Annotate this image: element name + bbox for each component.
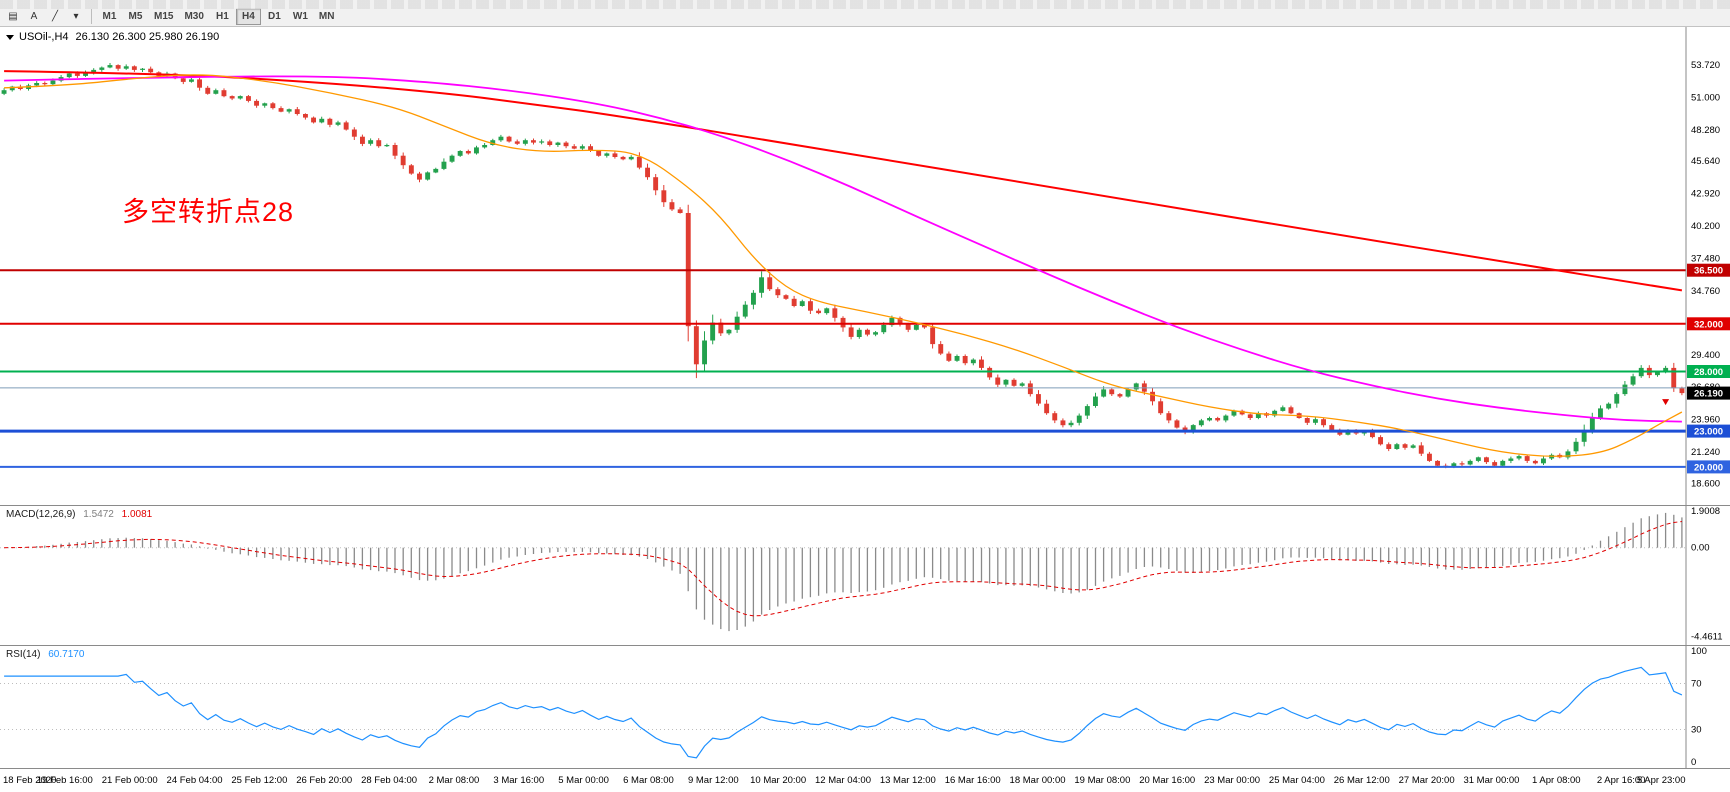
price-axis-tick: 53.720 [1691,60,1720,71]
macd-axis-tick: 0.00 [1691,543,1710,554]
time-axis-label: 18 Mar 00:00 [1009,775,1066,786]
toolbar: ▤ A ╱ ▾ M1 M5 M15 M30 H1 H4 D1 W1 MN [0,0,1730,27]
time-axis-label: 26 Mar 12:00 [1333,775,1390,786]
time-axis-label: 21 Feb 00:00 [101,775,158,786]
price-axis-tick: 29.400 [1691,350,1720,361]
time-axis-label: 2 Mar 08:00 [428,775,480,786]
time-axis-label: 13 Mar 12:00 [879,775,936,786]
rsi-axis-tick: 100 [1691,646,1707,657]
svg-text:32.000: 32.000 [1694,319,1723,330]
candlesticks [1,63,1685,469]
time-axis-label: 19 Mar 08:00 [1074,775,1131,786]
timeframe-button-M1[interactable]: M1 [97,8,122,25]
price-badge-28.000: 28.000 [1687,365,1730,378]
time-axis-label: 19 Feb 16:00 [36,775,93,786]
svg-text:20.000: 20.000 [1694,462,1723,473]
trendline-tool-button[interactable]: ╱ [45,8,65,25]
rsi-indicator-panel[interactable]: 100 70 30 0 [0,645,1730,768]
time-axis-label: 25 Mar 04:00 [1268,775,1325,786]
timeframe-button-M15[interactable]: M15 [149,8,178,25]
price-badge-36.500: 36.500 [1687,263,1730,277]
timeframe-button-H4[interactable]: H4 [235,8,261,25]
time-axis-label: 6 Mar 08:00 [623,775,674,786]
rsi-axis-tick: 0 [1691,757,1696,768]
text-label-tool-button[interactable]: A [24,8,44,25]
timeframe-button-H1[interactable]: H1 [210,8,235,25]
ma-fast-orange [4,74,1683,457]
clipped-toolbar-row [0,0,1730,9]
timeframe-button-M30[interactable]: M30 [179,8,208,25]
price-badge-26.190: 26.190 [1687,386,1730,400]
time-axis-label: 26 Feb 20:00 [296,775,353,786]
timeframe-button-W1[interactable]: W1 [288,8,313,25]
time-axis-label: 5 Mar 00:00 [558,775,609,786]
price-axis-tick: 42.920 [1691,189,1720,200]
price-badge-32.000: 32.000 [1687,317,1730,331]
price-badge-20.000: 20.000 [1687,460,1730,474]
time-axis-label: 18 Feb 2020 [3,775,57,786]
price-axis-tick: 34.760 [1691,286,1720,297]
ma-slow-red [4,70,1683,292]
macd-histogram [11,512,1683,632]
svg-text:23.000: 23.000 [1694,427,1723,438]
timeframe-toolbar: M1 M5 M15 M30 H1 H4 D1 W1 MN [97,8,339,25]
svg-text:36.500: 36.500 [1694,266,1723,277]
timeframe-button-D1[interactable]: D1 [262,8,287,25]
price-axis-tick: 37.480 [1691,254,1720,265]
time-axis-label: 5 Apr 23:00 [1636,775,1686,786]
rsi-axis-tick: 30 [1691,725,1702,736]
price-axis-tick: 51.000 [1691,92,1720,103]
price-axis-tick: 48.280 [1691,125,1720,136]
time-axis[interactable]: 18 Feb 2020 19 Feb 16:00 21 Feb 00:00 24 Fe… [0,768,1730,792]
macd-axis-tick: -4.4611 [1691,631,1723,642]
price-axis-tick: 23.960 [1691,415,1720,426]
price-axis-tick: 40.200 [1691,221,1720,232]
time-axis-label: 10 Mar 20:00 [750,775,807,786]
time-axis-label: 20 Mar 16:00 [1139,775,1196,786]
time-axis-label: 25 Feb 12:00 [231,775,288,786]
svg-text:26.190: 26.190 [1694,389,1723,400]
horizontal-level-lines[interactable] [0,269,1686,468]
price-axis-tick: 21.240 [1691,447,1720,458]
price-axis-tick: 18.600 [1691,479,1720,490]
time-axis-label: 28 Feb 04:00 [361,775,418,786]
time-axis-label: 3 Mar 16:00 [493,775,545,786]
macd-signal-line [4,521,1682,617]
timeframe-button-M5[interactable]: M5 [123,8,148,25]
time-axis-label: 27 Mar 20:00 [1398,775,1455,786]
time-axis-label: 24 Feb 04:00 [166,775,223,786]
chart-tools-group: ▤ A ╱ ▾ [3,8,86,25]
svg-text:28.000: 28.000 [1694,367,1723,378]
time-axis-label: 16 Mar 16:00 [944,775,1001,786]
rsi-axis-tick: 70 [1691,679,1702,690]
macd-indicator-panel[interactable]: 1.9008 0.00 -4.4611 [0,505,1730,645]
time-axis-label: 9 Mar 12:00 [687,775,739,786]
sell-arrow-marker[interactable] [1662,399,1670,406]
time-axis-label: 23 Mar 00:00 [1204,775,1261,786]
rsi-line [4,666,1683,759]
toolbar-separator [91,9,92,24]
price-axis-tick: 45.640 [1691,156,1720,167]
time-axis-label: 12 Mar 04:00 [815,775,871,786]
time-axis-label: 1 Apr 08:00 [1531,775,1581,786]
timeframe-button-MN[interactable]: MN [314,8,340,25]
price-badge-23.000: 23.000 [1687,424,1730,438]
macd-axis-tick: 1.9008 [1691,506,1720,517]
time-axis-label: 31 Mar 00:00 [1463,775,1520,786]
ma-medium-magenta [4,75,1682,423]
time-axis-label: 2 Apr 16:00 [1596,775,1646,786]
drawing-tools-dropdown-button[interactable]: ▾ [66,8,86,25]
chart-templates-button[interactable]: ▤ [3,8,23,25]
price-chart-panel[interactable]: 53.720 51.000 48.280 45.640 42.920 40.200 37.4… [0,27,1730,505]
